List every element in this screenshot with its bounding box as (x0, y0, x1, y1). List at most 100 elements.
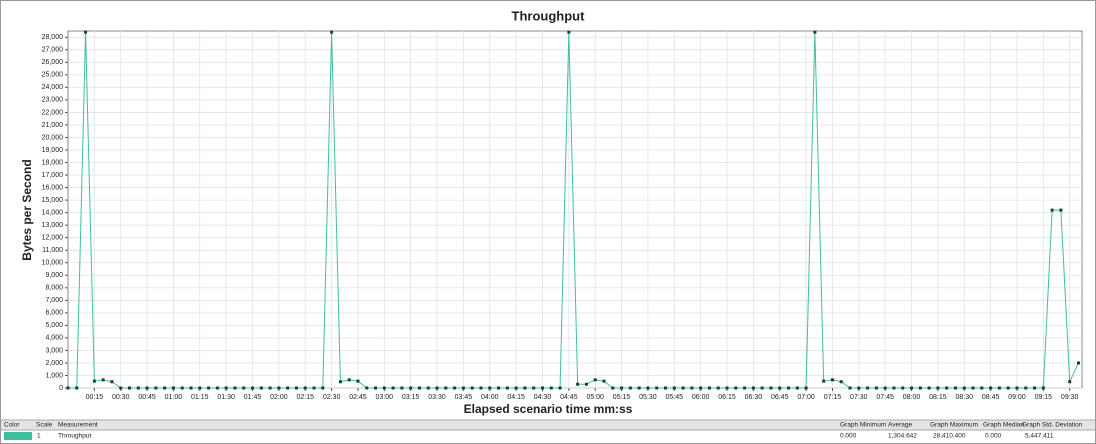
table-header: Measurement (58, 422, 98, 429)
data-point (672, 386, 676, 390)
data-point (444, 386, 448, 390)
x-tick-label: 00:15 (86, 394, 104, 401)
data-point (242, 386, 246, 390)
data-point (945, 386, 949, 390)
data-point (435, 386, 439, 390)
data-point (804, 386, 808, 390)
data-point (330, 30, 334, 34)
data-point (567, 30, 571, 34)
data-point (822, 379, 826, 383)
x-tick-label: 01:00 (165, 394, 183, 401)
data-point (198, 386, 202, 390)
x-tick-label: 09:30 (1061, 394, 1079, 401)
data-point (461, 386, 465, 390)
data-point (576, 382, 580, 386)
data-point (356, 379, 360, 383)
data-point (962, 386, 966, 390)
data-point (655, 386, 659, 390)
x-tick-label: 04:30 (534, 394, 552, 401)
x-tick-label: 00:30 (112, 394, 130, 401)
y-tick-label: 17,000 (42, 172, 64, 179)
data-point (1076, 361, 1080, 365)
data-point (646, 386, 650, 390)
data-point (1041, 386, 1045, 390)
y-tick-label: 5,000 (45, 322, 63, 329)
x-tick-label: 01:45 (244, 394, 262, 401)
data-point (549, 386, 553, 390)
data-point (778, 386, 782, 390)
x-tick-label: 07:45 (876, 394, 894, 401)
data-point (734, 386, 738, 390)
table-cell: 1 (37, 433, 41, 440)
x-tick-label: 02:45 (349, 394, 367, 401)
data-point (66, 386, 70, 390)
data-point (892, 386, 896, 390)
data-point (532, 386, 536, 390)
data-point (207, 386, 211, 390)
data-point (303, 386, 307, 390)
data-point (628, 386, 632, 390)
y-tick-label: 0 (59, 385, 63, 392)
data-point (128, 386, 132, 390)
y-tick-label: 18,000 (42, 159, 64, 166)
data-point (795, 386, 799, 390)
data-point (1024, 386, 1028, 390)
data-point (918, 386, 922, 390)
data-point (690, 386, 694, 390)
x-tick-label: 09:15 (1035, 394, 1053, 401)
x-tick-label: 07:00 (797, 394, 815, 401)
data-point (286, 386, 290, 390)
data-point (857, 386, 861, 390)
data-point (505, 386, 509, 390)
data-point (1068, 380, 1072, 384)
x-tick-label: 09:00 (1008, 394, 1026, 401)
data-point (1033, 386, 1037, 390)
data-point (382, 386, 386, 390)
data-point (830, 378, 834, 382)
y-tick-label: 19,000 (42, 147, 64, 154)
data-point (848, 386, 852, 390)
data-point (593, 378, 597, 382)
table-header-bg (1, 420, 1095, 430)
data-point (584, 382, 588, 386)
y-tick-label: 9,000 (45, 272, 63, 279)
data-point (540, 386, 544, 390)
x-tick-label: 06:45 (771, 394, 789, 401)
data-point (233, 386, 237, 390)
table-header: Graph Maximum (930, 422, 978, 429)
data-point (163, 386, 167, 390)
data-point (927, 386, 931, 390)
x-tick-label: 04:45 (560, 394, 578, 401)
data-point (602, 379, 606, 383)
data-point (760, 386, 764, 390)
data-point (154, 386, 158, 390)
data-point (259, 386, 263, 390)
data-point (268, 386, 272, 390)
data-point (224, 386, 228, 390)
data-point (409, 386, 413, 390)
y-tick-label: 14,000 (42, 209, 64, 216)
x-tick-label: 06:30 (745, 394, 763, 401)
data-point (707, 386, 711, 390)
data-point (769, 386, 773, 390)
data-point (92, 379, 96, 383)
x-tick-label: 01:30 (217, 394, 235, 401)
table-cell: 28,410.400 (933, 433, 966, 440)
data-point (839, 380, 843, 384)
data-point (119, 386, 123, 390)
data-point (910, 386, 914, 390)
data-point (347, 378, 351, 382)
x-tick-label: 07:15 (824, 394, 842, 401)
x-tick-label: 05:15 (613, 394, 631, 401)
data-point (251, 386, 255, 390)
data-point (883, 386, 887, 390)
y-tick-label: 11,000 (42, 247, 63, 254)
data-point (953, 386, 957, 390)
chart-title: Throughput (512, 8, 586, 23)
y-tick-label: 7,000 (45, 297, 63, 304)
data-point (84, 30, 88, 34)
data-point (980, 386, 984, 390)
x-tick-label: 08:30 (955, 394, 973, 401)
y-tick-label: 10,000 (42, 260, 64, 267)
data-point (497, 386, 501, 390)
